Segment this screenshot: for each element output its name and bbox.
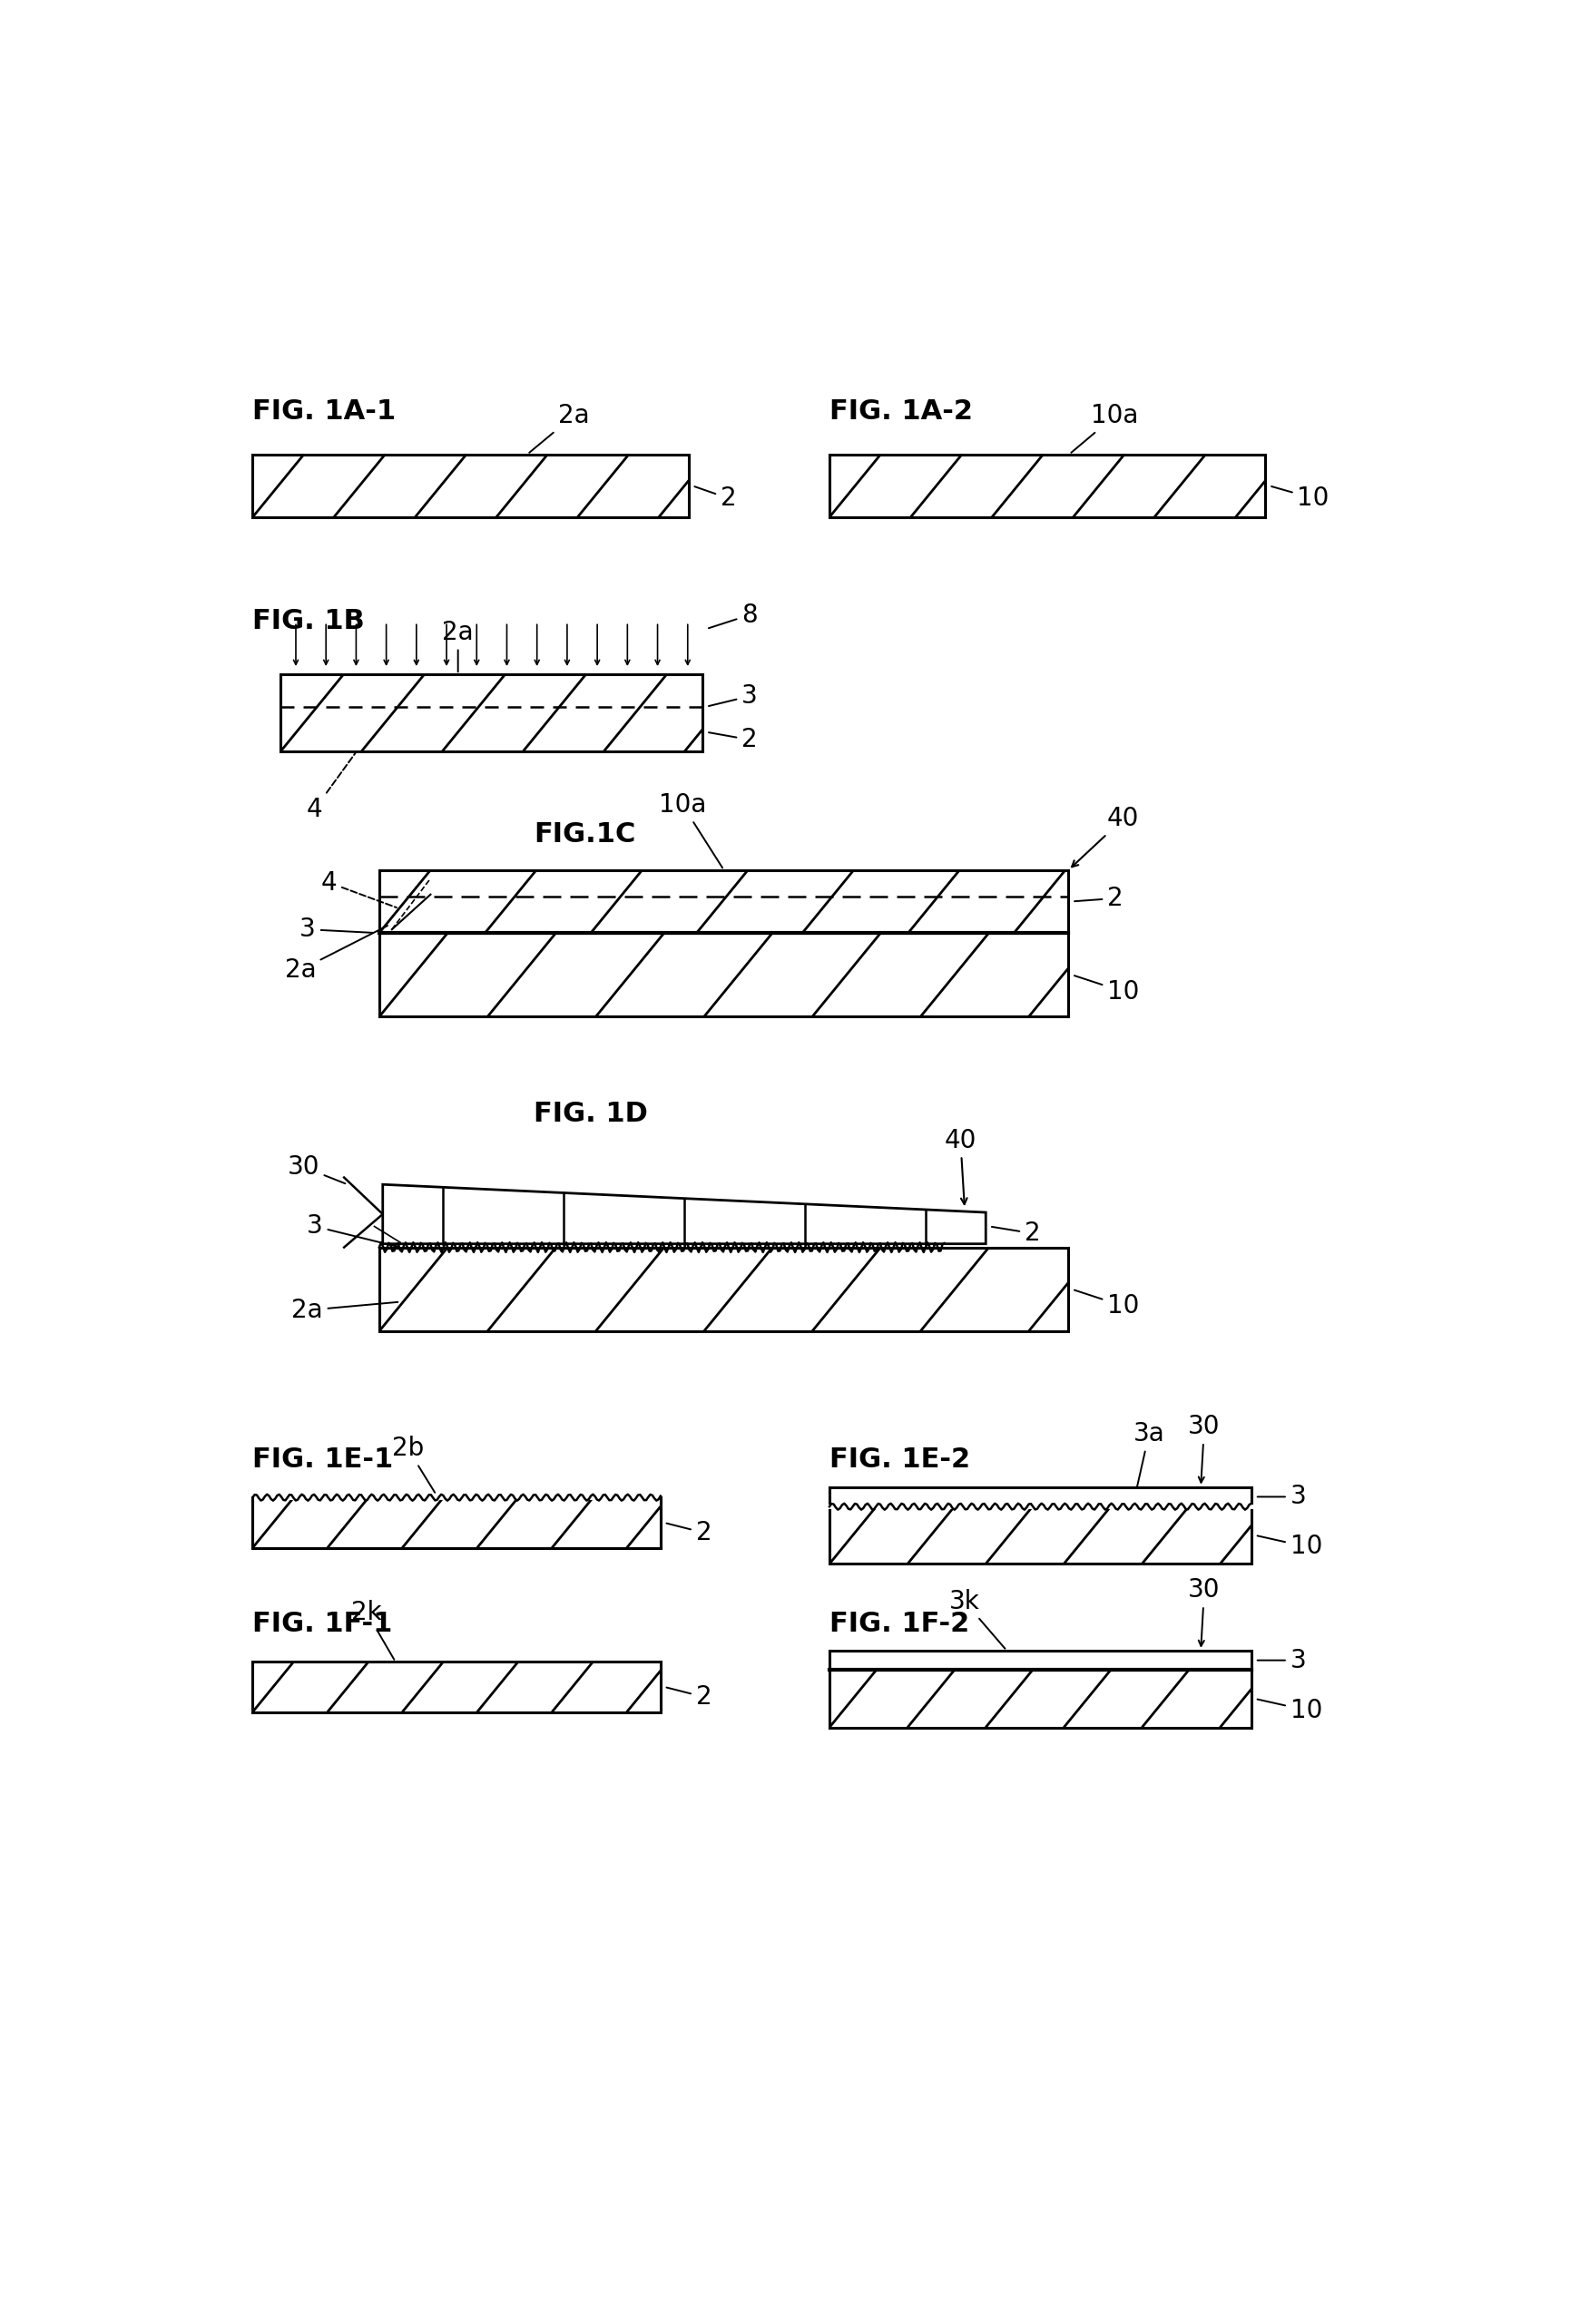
Bar <box>829 1671 1251 1727</box>
Text: 10: 10 <box>1270 486 1328 511</box>
Text: 2: 2 <box>708 727 757 753</box>
Text: FIG. 1B: FIG. 1B <box>253 609 364 634</box>
Text: FIG. 1D: FIG. 1D <box>534 1102 648 1127</box>
Text: 2: 2 <box>694 486 736 511</box>
Text: 10: 10 <box>1256 1534 1322 1559</box>
Text: 2a: 2a <box>284 925 388 983</box>
Bar <box>829 1650 1251 1671</box>
Text: 2: 2 <box>991 1220 1039 1246</box>
Text: 2a: 2a <box>292 1297 397 1322</box>
Bar <box>378 932 1068 1018</box>
Bar <box>281 674 702 751</box>
Text: 40: 40 <box>1071 806 1138 867</box>
Text: FIG. 1F-2: FIG. 1F-2 <box>829 1611 969 1636</box>
Text: FIG. 1A-2: FIG. 1A-2 <box>829 397 972 425</box>
Text: 8: 8 <box>708 602 757 627</box>
Text: FIG.1C: FIG.1C <box>534 820 636 848</box>
Text: 40: 40 <box>944 1127 977 1204</box>
Text: 2a: 2a <box>529 402 589 453</box>
Text: 2a: 2a <box>443 621 474 672</box>
Text: 3: 3 <box>708 683 757 709</box>
Bar <box>253 453 688 518</box>
Text: 10a: 10a <box>1071 402 1138 453</box>
Bar <box>829 1487 1251 1506</box>
Text: 30: 30 <box>1187 1413 1220 1483</box>
Text: FIG. 1E-2: FIG. 1E-2 <box>829 1446 970 1473</box>
Text: 3a: 3a <box>1132 1420 1163 1499</box>
Text: 10: 10 <box>1074 1290 1138 1318</box>
Text: 4: 4 <box>306 753 355 823</box>
Text: FIG. 1A-1: FIG. 1A-1 <box>253 397 396 425</box>
Text: 30: 30 <box>1187 1578 1220 1645</box>
Text: FIG. 1F-1: FIG. 1F-1 <box>253 1611 392 1636</box>
Text: 2b: 2b <box>391 1436 435 1492</box>
Bar <box>829 1506 1251 1564</box>
Text: 2k: 2k <box>352 1599 394 1659</box>
Text: 2: 2 <box>1074 885 1123 911</box>
Text: 4: 4 <box>320 869 396 909</box>
Text: 3: 3 <box>300 916 374 941</box>
Text: 3: 3 <box>306 1213 397 1246</box>
Text: 2: 2 <box>666 1685 711 1710</box>
Text: 10: 10 <box>1074 976 1138 1004</box>
Bar <box>253 1662 659 1713</box>
Bar <box>378 869 1068 932</box>
Bar <box>378 1248 1068 1332</box>
Text: 3: 3 <box>1256 1485 1306 1511</box>
Text: 3k: 3k <box>948 1590 1005 1648</box>
Polygon shape <box>383 1185 986 1243</box>
Text: FIG. 1E-1: FIG. 1E-1 <box>253 1446 394 1473</box>
Text: 3: 3 <box>1256 1648 1306 1673</box>
Text: 10a: 10a <box>658 792 722 867</box>
Bar <box>829 453 1265 518</box>
Text: 30: 30 <box>287 1155 345 1183</box>
Text: 2: 2 <box>666 1520 711 1545</box>
Text: 10: 10 <box>1256 1697 1322 1722</box>
Bar <box>253 1497 659 1548</box>
